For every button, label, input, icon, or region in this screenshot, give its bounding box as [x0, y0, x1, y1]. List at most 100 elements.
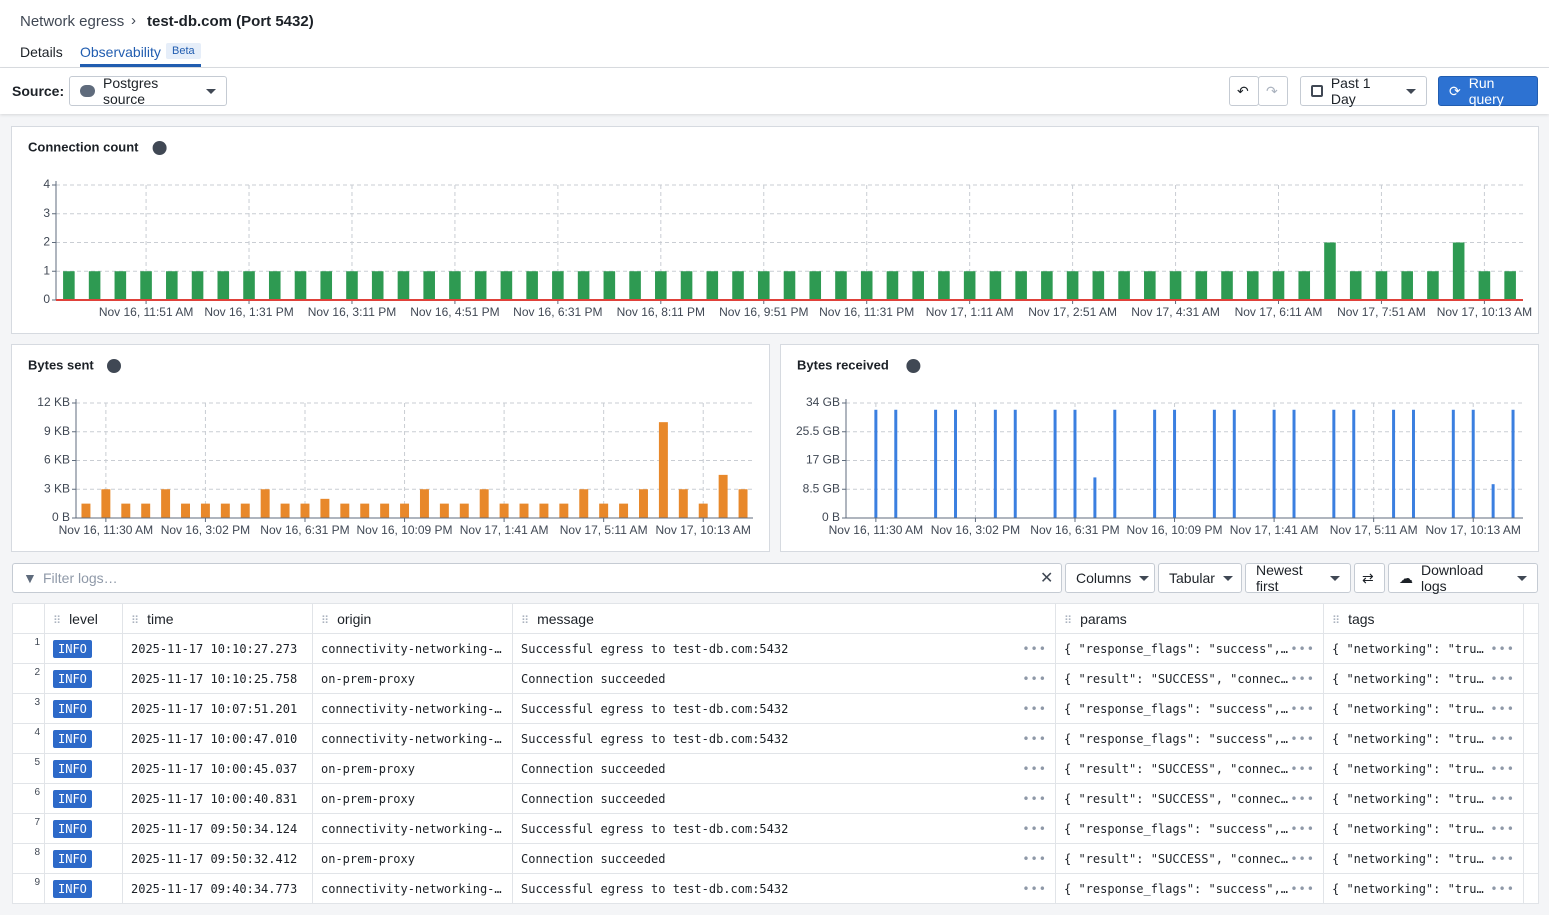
column-header[interactable]: ⠿ tags	[1323, 603, 1524, 634]
cell: on-prem-proxy	[312, 753, 513, 784]
cell-menu[interactable]: •••	[1290, 761, 1315, 776]
x-tick-label: Nov 16, 3:11 PM	[308, 305, 397, 319]
cell: connectivity-networking-…	[312, 633, 513, 664]
bar	[1511, 409, 1515, 518]
bar	[938, 271, 950, 300]
y-tick-label: 8.5 GB	[803, 481, 840, 495]
cell-menu[interactable]: •••	[1022, 671, 1047, 686]
cell-menu[interactable]: •••	[1490, 671, 1515, 686]
bar	[655, 271, 667, 300]
cell-menu[interactable]: •••	[1490, 701, 1515, 716]
panel: Bytes received 0 B 8.5 GB 17 GB 25.5 GB 34 GB…	[780, 344, 1539, 552]
cell-menu[interactable]: •••	[1290, 641, 1315, 656]
cell-text: { "result": "SUCCESS", "connec…	[1064, 791, 1288, 806]
cell-menu[interactable]: •••	[1022, 791, 1047, 806]
column-header[interactable]: ⠿ origin	[312, 603, 513, 634]
undo[interactable]: ↶	[1229, 76, 1259, 106]
x-tick-label: Nov 17, 6:11 AM	[1235, 305, 1323, 319]
clear[interactable]: ✕	[1040, 570, 1054, 587]
cell-menu[interactable]: •••	[1022, 821, 1047, 836]
cell-menu[interactable]: •••	[1022, 731, 1047, 746]
bar	[678, 489, 688, 518]
cell: ••• { "networking": "tru…	[1323, 813, 1524, 844]
source-label: Source:	[12, 83, 65, 99]
column-header[interactable]: ⠿ time	[122, 603, 313, 634]
cell-menu[interactable]: •••	[1490, 731, 1515, 746]
cell-text: Successful egress to test-db.com:5432	[521, 731, 789, 746]
cell-menu[interactable]: •••	[1290, 791, 1315, 806]
y-tick-label: 0	[43, 292, 50, 306]
bar	[1144, 271, 1156, 300]
cell: INFO	[44, 843, 123, 874]
log-row[interactable]: 8 INFO 2025-11-17 09:50:32.412 on-prem-prox…	[12, 843, 1539, 874]
breadcrumb[interactable]: Network egress	[20, 13, 125, 30]
cell-menu[interactable]: •••	[1490, 881, 1515, 896]
sort-button[interactable]: Newest first	[1245, 562, 1351, 594]
tab-active[interactable]: Observability	[80, 44, 161, 60]
cell-menu[interactable]: •••	[1290, 671, 1315, 686]
cell-menu[interactable]: •••	[1022, 761, 1047, 776]
columns-button[interactable]: Columns	[1065, 563, 1155, 593]
filter-input[interactable]: ▼ Filter logs… ✕	[12, 563, 1062, 593]
log-row[interactable]: 1 INFO 2025-11-17 10:10:27.273 connectivity…	[12, 633, 1539, 664]
cell-menu[interactable]: •••	[1490, 761, 1515, 776]
x-tick-label: Nov 16, 4:51 PM	[410, 305, 499, 319]
column-header[interactable]: ⠿ level	[44, 603, 123, 634]
log-row[interactable]: 6 INFO 2025-11-17 10:00:40.831 on-prem-prox…	[12, 783, 1539, 814]
column-label: params	[1080, 610, 1127, 627]
run-query[interactable]: ⟳ Run query	[1438, 75, 1538, 107]
download-button[interactable]: ☁ Download logs	[1388, 562, 1538, 594]
cell-text: { "networking": "tru…	[1332, 761, 1484, 776]
redo[interactable]: ↷	[1258, 76, 1288, 106]
log-row[interactable]: 4 INFO 2025-11-17 10:00:47.010 connectivity…	[12, 723, 1539, 754]
bar	[371, 271, 384, 300]
cell: 2025-11-17 10:00:45.037	[122, 753, 313, 784]
source-select[interactable]: Postgres source	[69, 75, 227, 107]
cell: ••• Successful egress to test-db.com:5432	[512, 693, 1056, 724]
log-row[interactable]: 7 INFO 2025-11-17 09:50:34.124 connectivity…	[12, 813, 1539, 844]
x-tick-label: Nov 16, 6:31 PM	[513, 305, 602, 319]
row-number: 4	[12, 723, 45, 754]
cell: INFO	[44, 783, 123, 814]
tab[interactable]: Details	[20, 44, 63, 60]
cell-text: { "networking": "tru…	[1332, 731, 1484, 746]
log-row[interactable]: 3 INFO 2025-11-17 10:07:51.201 connectivity…	[12, 693, 1539, 724]
x-tick-label: Nov 16, 6:31 PM	[260, 523, 349, 537]
cell-menu[interactable]: •••	[1022, 641, 1047, 656]
view-button[interactable]: Tabular	[1158, 563, 1242, 593]
cell-menu[interactable]: •••	[1490, 821, 1515, 836]
drag-handle: ⠿	[1064, 614, 1073, 627]
bar	[1173, 409, 1177, 518]
cell-menu[interactable]: •••	[1022, 851, 1047, 866]
cell: on-prem-proxy	[312, 663, 513, 694]
settings-button[interactable]: ⇄	[1354, 563, 1385, 593]
cell-menu[interactable]: •••	[1290, 731, 1315, 746]
row-number: 8	[12, 843, 45, 874]
bar	[639, 489, 648, 518]
run-label: Run query	[1468, 75, 1504, 107]
cell-text: Connection succeeded	[521, 671, 666, 686]
cell-menu[interactable]: •••	[1290, 851, 1315, 866]
range-select[interactable]: Past 1 Day	[1300, 75, 1427, 107]
cell-menu[interactable]: •••	[1022, 881, 1047, 896]
info-icon	[152, 141, 167, 155]
y-tick-label: 0 B	[822, 510, 840, 524]
cell-menu[interactable]: •••	[1290, 881, 1315, 896]
column-header[interactable]: ⠿ params	[1055, 603, 1324, 634]
log-row[interactable]: 9 INFO 2025-11-17 09:40:34.773 connectivity…	[12, 873, 1539, 904]
log-row[interactable]: 2 INFO 2025-11-17 10:10:25.758 on-prem-prox…	[12, 663, 1539, 694]
cell-menu[interactable]: •••	[1022, 701, 1047, 716]
cell: •••{ "result": "SUCCESS", "connec…	[1055, 663, 1324, 694]
cell: connectivity-networking-…	[312, 693, 513, 724]
cell-menu[interactable]: •••	[1490, 851, 1515, 866]
cell-menu[interactable]: •••	[1290, 821, 1315, 836]
cell-menu[interactable]: •••	[1490, 641, 1515, 656]
bar	[217, 271, 230, 300]
cell: ••• Connection succeeded	[512, 783, 1056, 814]
cell-menu[interactable]: •••	[1490, 791, 1515, 806]
cell-text: 2025-11-17 09:40:34.773	[131, 881, 298, 896]
cell-menu[interactable]: •••	[1290, 701, 1315, 716]
log-row[interactable]: 5 INFO 2025-11-17 10:00:45.037 on-prem-prox…	[12, 753, 1539, 784]
bar	[243, 271, 255, 300]
column-header[interactable]: ⠿ message	[512, 603, 1056, 634]
